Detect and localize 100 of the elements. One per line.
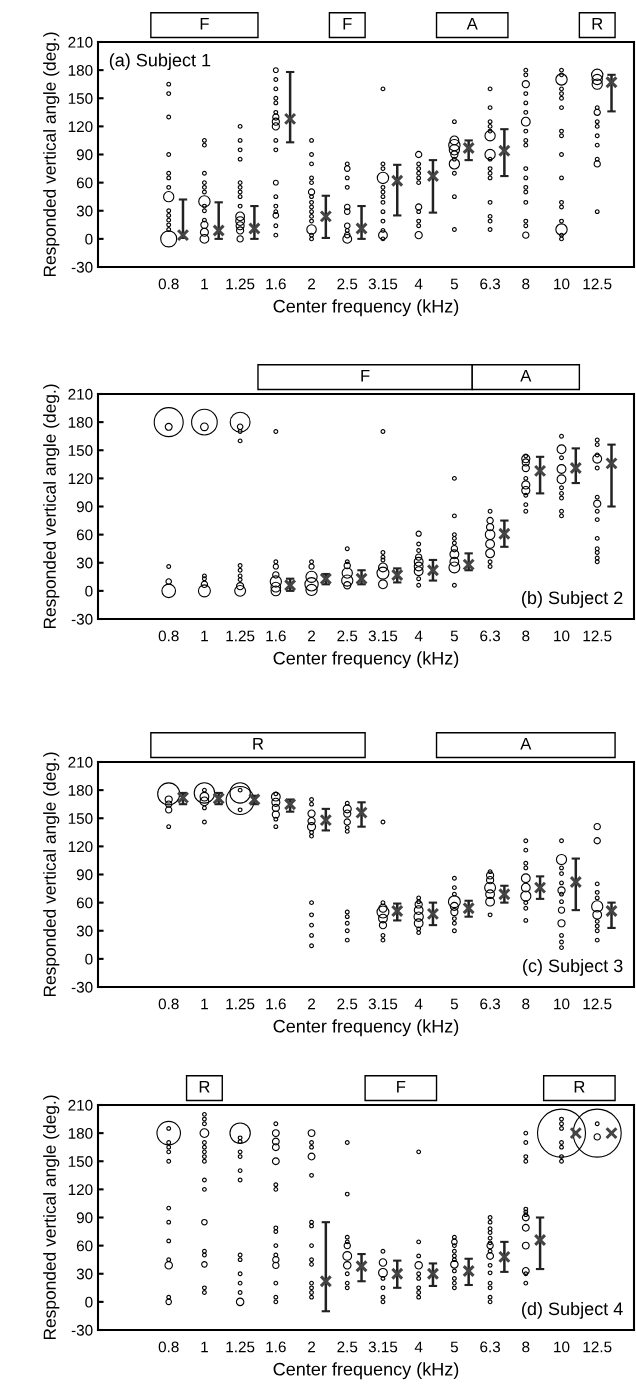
point	[355, 806, 368, 820]
annotation: (a) Subject 1	[109, 53, 211, 71]
x-tick-label: 6.3	[480, 1341, 501, 1353]
y-tick-label: 60	[76, 897, 93, 909]
text: A	[520, 737, 532, 750]
y-axis-title: Responded vertical angle (deg.)	[43, 384, 60, 629]
point	[176, 228, 190, 242]
point	[462, 141, 476, 155]
y-tick-label: 0	[85, 1296, 93, 1308]
y-tick-label: 60	[76, 529, 93, 541]
text: A	[520, 369, 532, 382]
x-tick-label: 1	[201, 1341, 208, 1353]
y-tick-label: 30	[76, 557, 93, 569]
y-tick-label: 90	[76, 149, 93, 161]
text: F	[200, 17, 209, 30]
x-tick-label: 4	[414, 1341, 423, 1353]
y-tick-label: 150	[68, 445, 93, 456]
x-tick-label: 5	[450, 278, 458, 290]
x-tick-label: 1.6	[266, 278, 286, 290]
y-tick-label: 0	[85, 953, 93, 965]
y-tick-label: 150	[68, 813, 93, 824]
x-tick-label: 1	[201, 278, 208, 290]
point	[426, 907, 440, 921]
y-tick-label: 150	[68, 1156, 93, 1167]
y-axis-title: Responded vertical angle (deg.)	[43, 32, 60, 277]
y-tick-label: 180	[68, 784, 93, 796]
point	[355, 222, 368, 235]
x-tick-label: 3.15	[368, 278, 398, 290]
x-tick-label: 8	[522, 1341, 530, 1353]
x-tick-label: 8	[522, 278, 530, 290]
x-tick-label: 4	[414, 998, 423, 1010]
y-tick-label: 180	[68, 1127, 93, 1139]
y-tick-label: -30	[71, 1324, 93, 1336]
x-tick-label: 2.5	[337, 1341, 358, 1353]
y-tick-label: 150	[68, 93, 93, 104]
x-tick-label: 5	[450, 998, 458, 1010]
y-tick-label: 120	[68, 473, 93, 485]
y-tick-label: 120	[68, 841, 93, 853]
x-tick-label: 10	[554, 630, 570, 642]
x-tick-label: 12.5	[583, 1341, 612, 1353]
x-tick-label: 4	[414, 630, 423, 642]
x-tick-label: 12.5	[583, 630, 612, 642]
x-tick-label: 6.3	[480, 278, 501, 290]
x-tick-label: 2	[308, 998, 316, 1010]
x-tick-label: 2.5	[337, 630, 358, 642]
x-tick-label: 1.6	[266, 998, 286, 1010]
point	[390, 904, 404, 918]
point	[497, 144, 511, 158]
x-tick-label: 2.5	[337, 998, 358, 1010]
point	[605, 904, 618, 918]
x-axis-title: Center frequency (kHz)	[273, 651, 459, 669]
x-tick-label: 2	[308, 1341, 316, 1353]
text: F	[397, 1080, 406, 1093]
x-tick-label: 1.6	[266, 630, 286, 642]
x-tick-label: 1	[201, 630, 208, 642]
x-tick-label: 3.15	[368, 1341, 398, 1353]
x-tick-label: 4	[414, 278, 423, 290]
text: F	[343, 17, 352, 30]
text: R	[199, 1080, 210, 1093]
x-tick-label: 0.8	[158, 278, 179, 290]
y-tick-label: 120	[68, 1184, 93, 1196]
text: R	[592, 17, 603, 30]
y-tick-label: 90	[76, 501, 93, 513]
x-tick-label: 1.25	[226, 630, 255, 642]
y-tick-label: 0	[85, 233, 93, 245]
x-tick-label: 8	[522, 998, 530, 1010]
annotation: (b) Subject 2	[522, 590, 623, 608]
y-tick-label: 90	[76, 1212, 93, 1224]
x-tick-label: 2.5	[337, 278, 358, 290]
annotation: (c) Subject 3	[523, 958, 623, 976]
y-tick-label: 180	[68, 64, 93, 76]
x-tick-label: 1.25	[226, 278, 255, 290]
x-tick-label: 8	[522, 630, 530, 642]
x-tick-label: 6.3	[480, 630, 501, 642]
x-axis-title: Center frequency (kHz)	[273, 1019, 459, 1037]
y-tick-label: 210	[68, 1099, 93, 1111]
point	[319, 813, 333, 827]
x-tick-label: 12.5	[583, 998, 612, 1010]
x-tick-label: 2	[308, 630, 316, 642]
x-tick-label: 6.3	[480, 998, 501, 1010]
y-tick-label: 210	[68, 36, 93, 48]
x-tick-label: 1.25	[226, 998, 255, 1010]
point	[283, 112, 297, 126]
y-axis-title: Responded vertical angle (deg.)	[43, 1095, 60, 1340]
y-axis-title: Responded vertical angle (deg.)	[43, 752, 60, 997]
text: R	[574, 1080, 585, 1093]
y-tick-label: 210	[68, 756, 93, 768]
point	[212, 224, 226, 237]
y-tick-label: 60	[76, 1240, 93, 1252]
x-tick-label: 0.8	[158, 998, 179, 1010]
y-tick-label: 90	[76, 869, 93, 881]
annotation: (d) Subject 4	[522, 1301, 623, 1319]
x-tick-label: 1	[201, 998, 208, 1010]
x-tick-label: 3.15	[368, 630, 398, 642]
x-tick-label: 1.6	[266, 1341, 286, 1353]
x-tick-label: 10	[554, 278, 570, 290]
x-tick-label: 12.5	[583, 278, 612, 290]
point	[533, 881, 547, 895]
x-tick-label: 5	[450, 1341, 458, 1353]
y-tick-label: 180	[68, 416, 93, 428]
